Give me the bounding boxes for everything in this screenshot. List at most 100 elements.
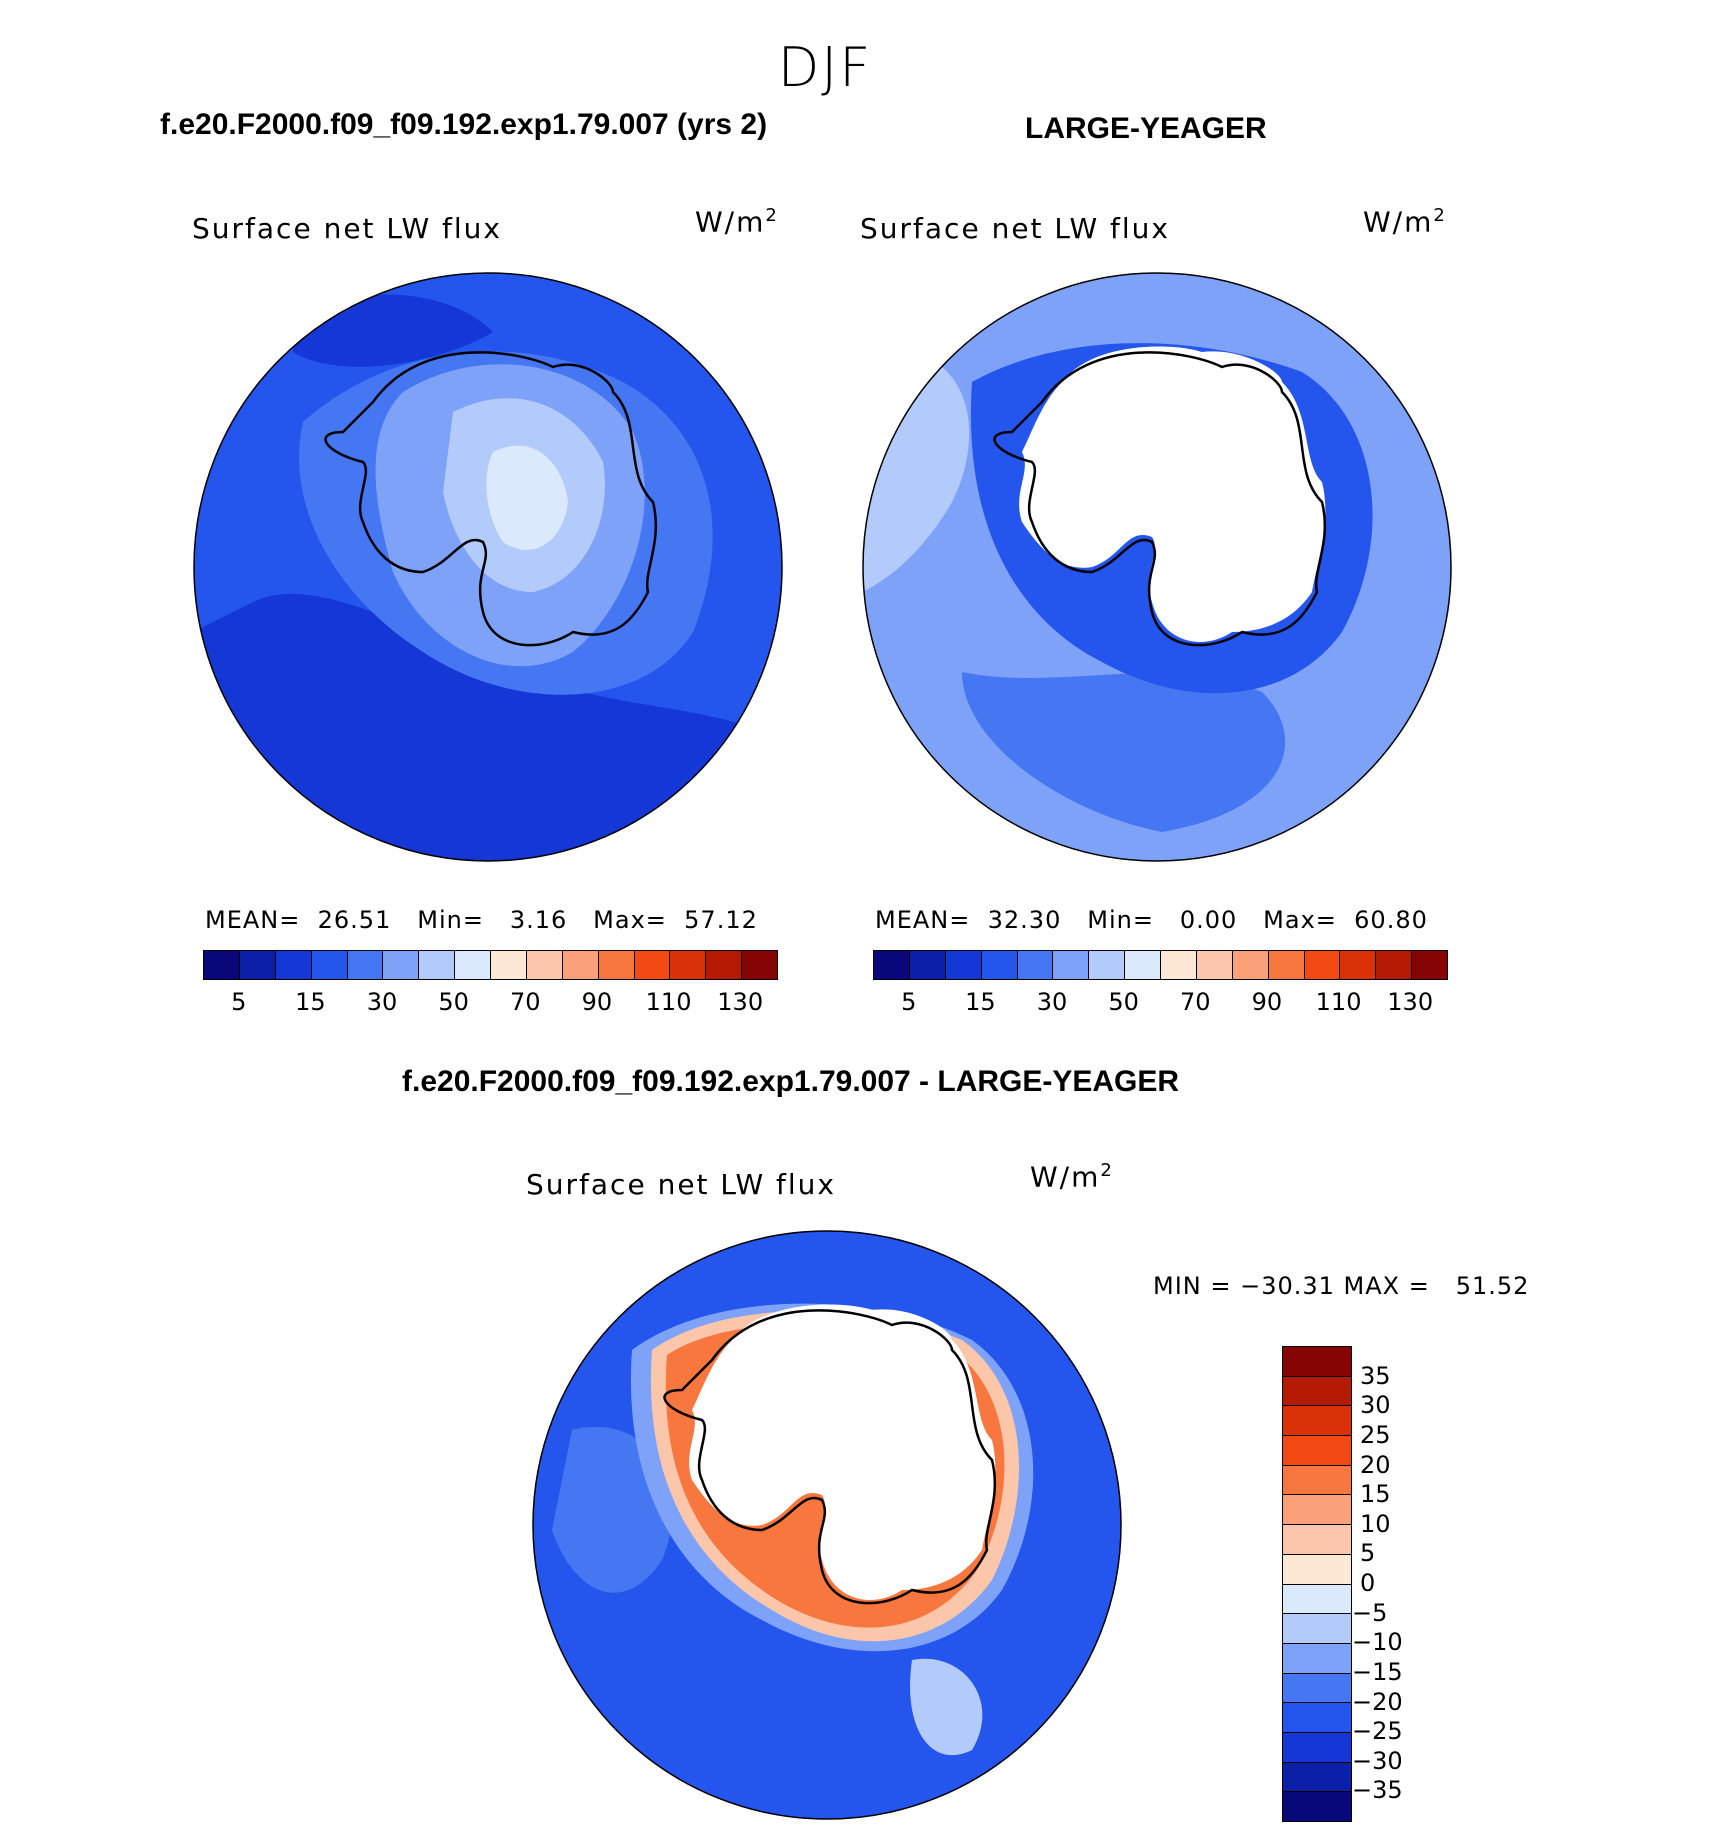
colorbar-swatch — [1376, 951, 1413, 979]
colorbar-tick-label: −30 — [1352, 1746, 1403, 1775]
panel-2-variable-label: Surface net LW flux — [860, 212, 1170, 245]
colorbar-swatch — [562, 951, 599, 979]
colorbar-swatch — [909, 951, 946, 979]
panel-1-case-title: f.e20.F2000.f09_f09.192.exp1.79.007 (yrs… — [160, 108, 768, 141]
panel-1-variable-label: Surface net LW flux — [192, 212, 502, 245]
colorbar-swatch — [419, 951, 456, 979]
colorbar-swatch — [1125, 951, 1161, 979]
colorbar-tick-label: −10 — [1352, 1628, 1403, 1657]
panel-3-case-title: f.e20.F2000.f09_f09.192.exp1.79.007 - LA… — [402, 1065, 1180, 1098]
antarctica-coastline — [993, 351, 1327, 647]
panel-1-units: W/m2 — [695, 205, 779, 239]
panel-3-stats: MIN = −30.31 MAX = 51.52 — [1153, 1272, 1530, 1300]
colorbar-swatch — [1283, 1347, 1351, 1377]
colorbar-swatch — [1161, 951, 1197, 979]
season-title: DJF — [777, 36, 873, 99]
panel-3-colorbar — [1282, 1346, 1352, 1822]
colorbar-swatch — [1283, 1554, 1351, 1585]
colorbar-swatch — [455, 951, 491, 979]
colorbar-tick-label: 30 — [366, 988, 398, 1016]
colorbar-tick-label: 0 — [1360, 1569, 1376, 1597]
colorbar-swatch — [1283, 1703, 1351, 1733]
colorbar-tick-label: 10 — [1360, 1509, 1391, 1538]
panel-2-stats: MEAN= 32.30 Min= 0.00 Max= 60.80 — [875, 906, 1428, 934]
panel-3-units: W/m2 — [1030, 1160, 1114, 1194]
colorbar-swatch — [634, 951, 671, 979]
panel-1-colorbar — [203, 950, 778, 980]
antarctica-coastline — [663, 1309, 997, 1605]
light-field — [962, 672, 1286, 832]
map-boundary — [862, 272, 1452, 862]
colorbar-tick-label: 70 — [510, 988, 541, 1016]
colorbar-tick-label: 5 — [1360, 1539, 1376, 1568]
colorbar-swatch — [1283, 1614, 1351, 1644]
colorbar-swatch — [1340, 951, 1377, 979]
panel-3-map — [532, 1230, 1122, 1820]
colorbar-swatch — [1232, 951, 1269, 979]
colorbar-swatch — [1196, 951, 1233, 979]
colorbar-swatch — [311, 951, 348, 979]
colorbar-swatch — [1283, 1406, 1351, 1437]
colorbar-swatch — [1053, 951, 1090, 979]
colorbar-tick-label: 15 — [965, 988, 996, 1016]
colorbar-tick-label: 90 — [581, 988, 613, 1016]
colorbar-swatch — [670, 951, 707, 979]
colorbar-swatch — [706, 951, 743, 979]
palest-field — [486, 445, 568, 550]
colorbar-swatch — [981, 951, 1018, 979]
colorbar-swatch — [1268, 951, 1305, 979]
colorbar-tick-label: 90 — [1251, 988, 1283, 1016]
panel-2-units: W/m2 — [1363, 205, 1447, 239]
masked-land — [689, 1304, 996, 1600]
colorbar-swatch — [1017, 951, 1054, 979]
colorbar-tick-label: 110 — [645, 988, 692, 1016]
colorbar-tick-label: 50 — [438, 988, 469, 1016]
colorbar-tick-label: 35 — [1360, 1361, 1391, 1390]
colorbar-tick-label: 30 — [1036, 988, 1068, 1016]
colorbar-swatch — [1283, 1673, 1351, 1704]
colorbar-swatch — [598, 951, 635, 979]
colorbar-swatch — [1283, 1525, 1351, 1555]
colorbar-swatch — [491, 951, 527, 979]
colorbar-tick-label: 5 — [901, 988, 917, 1016]
colorbar-swatch — [1412, 951, 1447, 979]
colorbar-swatch — [1283, 1465, 1351, 1496]
colorbar-tick-label: 15 — [1360, 1480, 1391, 1509]
colorbar-tick-label: 15 — [295, 988, 326, 1016]
colorbar-swatch — [1283, 1762, 1351, 1793]
colorbar-tick-label: 70 — [1180, 988, 1211, 1016]
colorbar-tick-label: −20 — [1352, 1687, 1403, 1716]
colorbar-swatch — [1283, 1584, 1351, 1615]
panel-2-map — [862, 272, 1452, 862]
colorbar-swatch — [874, 951, 910, 979]
colorbar-swatch — [383, 951, 420, 979]
panel-3-variable-label: Surface net LW flux — [526, 1168, 836, 1201]
colorbar-tick-label: −15 — [1352, 1657, 1403, 1686]
colorbar-tick-label: 130 — [717, 988, 764, 1016]
light-field — [552, 1426, 672, 1593]
panel-2-case-title: LARGE-YEAGER — [1025, 112, 1267, 145]
panel-2-colorbar — [873, 950, 1448, 980]
panel-2-colorbar-labels: 5 15 30 50 70 90 110 130 — [873, 988, 1446, 1018]
panel-1-map — [193, 272, 783, 862]
colorbar-tick-label: −35 — [1352, 1776, 1403, 1805]
colorbar-swatch — [742, 951, 777, 979]
colorbar-swatch — [1283, 1643, 1351, 1674]
colorbar-tick-label: 130 — [1387, 988, 1434, 1016]
masked-land — [1019, 346, 1326, 642]
colorbar-swatch — [1283, 1732, 1351, 1763]
colorbar-swatch — [1304, 951, 1341, 979]
colorbar-tick-label: 50 — [1108, 988, 1139, 1016]
colorbar-swatch — [1283, 1376, 1351, 1407]
paler-field — [910, 1658, 983, 1756]
colorbar-tick-label: 5 — [231, 988, 247, 1016]
colorbar-swatch — [1283, 1495, 1351, 1526]
map-boundary — [193, 272, 783, 862]
colorbar-swatch — [1283, 1792, 1351, 1821]
colorbar-tick-label: 30 — [1360, 1391, 1391, 1420]
colorbar-swatch — [204, 951, 240, 979]
panel-3-colorbar-labels: 35 30 25 20 15 10 5 0 −5 −10 −15 −20 −25 −30 −35 — [1352, 1346, 1440, 1820]
colorbar-tick-label: 110 — [1315, 988, 1362, 1016]
panel-1-colorbar-labels: 5 15 30 50 70 90 110 130 — [203, 988, 776, 1018]
colorbar-tick-label: 25 — [1360, 1420, 1391, 1449]
